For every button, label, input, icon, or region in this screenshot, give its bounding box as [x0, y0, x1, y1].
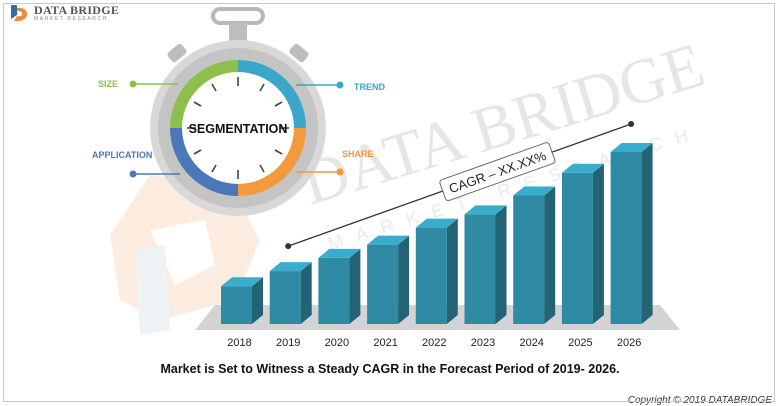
bar-front-2023 [464, 214, 496, 324]
logo: DATA BRIDGE MARKET RESEARCH [8, 2, 119, 24]
bar-side-2021 [398, 235, 410, 324]
bar-front-2026 [610, 152, 642, 324]
bar-side-2025 [592, 163, 604, 324]
label-trend-connector [296, 81, 344, 89]
bar-side-2024 [544, 186, 556, 324]
stopwatch-icon [150, 7, 326, 216]
logo-brand: DATA BRIDGE [34, 3, 120, 17]
tick-label-2025: 2025 [568, 337, 592, 349]
copyright: Copyright © 2019 DATABRIDGE [627, 395, 772, 406]
bar-top-2020 [318, 248, 361, 258]
bar-side-2020 [349, 248, 361, 324]
bar-2022 [415, 218, 458, 324]
bar-front-2019 [269, 271, 301, 324]
tick-label-2020: 2020 [325, 337, 349, 349]
bar-top-2024 [513, 186, 556, 196]
bar-front-2024 [513, 195, 545, 324]
bar-side-2023 [495, 205, 507, 324]
bar-front-2018 [221, 286, 252, 324]
bar-top-2025 [561, 163, 604, 173]
bar-top-2019 [269, 262, 312, 272]
bar-side-2022 [446, 218, 458, 324]
segmentation-center-label: SEGMENTATION [189, 122, 288, 136]
bar-2020 [318, 248, 361, 324]
bar-top-2022 [415, 218, 458, 228]
bar-front-2021 [367, 244, 399, 324]
tick-label-2021: 2021 [373, 337, 397, 349]
bar-top-2026 [610, 143, 653, 153]
label-share: SHARE [342, 149, 374, 159]
label-size-connector [129, 80, 178, 88]
bar-top-2021 [367, 235, 410, 245]
label-trend: TREND [354, 82, 385, 92]
bar-side-2018 [252, 277, 263, 324]
logo-subtitle: MARKET RESEARCH [34, 16, 108, 22]
bar-side-2026 [641, 143, 653, 324]
bar-top-2018 [221, 277, 263, 287]
label-share-connector [296, 168, 344, 176]
tick-label-2019: 2019 [276, 337, 300, 349]
bar-2024 [513, 186, 556, 324]
bar-2018 [221, 277, 263, 324]
caption: Market is Set to Witness a Steady CAGR i… [160, 362, 620, 376]
bar-side-2019 [300, 262, 312, 324]
label-application-connector [129, 170, 180, 178]
chart-bars [221, 143, 653, 324]
bar-2026 [610, 143, 653, 324]
bar-front-2020 [318, 257, 350, 324]
bar-front-2022 [415, 227, 447, 324]
bar-front-2025 [561, 172, 593, 324]
label-application: APPLICATION [92, 150, 152, 160]
tick-label-2024: 2024 [519, 337, 543, 349]
tick-label-2022: 2022 [422, 337, 446, 349]
bar-2019 [269, 262, 312, 324]
bar-2025 [561, 163, 604, 324]
label-size: SIZE [98, 79, 118, 89]
tick-label-2018: 2018 [227, 337, 251, 349]
bar-2023 [464, 205, 507, 324]
bar-top-2023 [464, 205, 507, 215]
tick-label-2023: 2023 [471, 337, 495, 349]
chart-tick-labels: 2018 2019 2020 2021 2022 2023 2024 2025 2026 [227, 337, 641, 349]
tick-label-2026: 2026 [617, 337, 641, 349]
bar-2021 [367, 235, 410, 324]
data-bridge-logo-icon [11, 5, 28, 22]
